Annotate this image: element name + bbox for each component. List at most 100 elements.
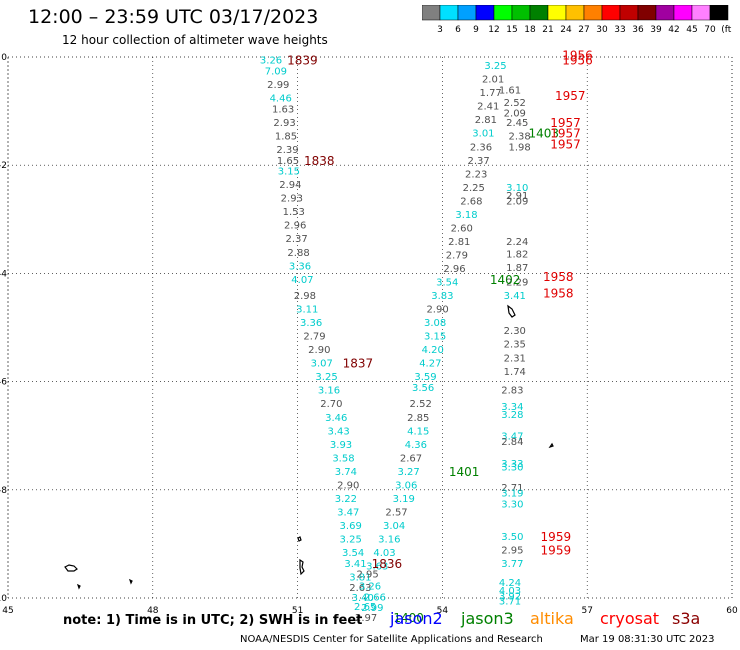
- wave-height-label: 2.63: [349, 583, 371, 594]
- generation-timestamp: Mar 19 08:31:30 UTC 2023: [580, 634, 715, 645]
- wave-height-label: 3.06: [395, 480, 417, 491]
- wave-height-label: 2.98: [294, 291, 316, 302]
- wave-height-label: 2.38: [508, 131, 530, 142]
- wave-height-label: 1.61: [499, 85, 521, 96]
- coastline-outline: [76, 583, 81, 590]
- wave-height-label: 3.36: [289, 261, 311, 272]
- wave-height-label: 2.94: [279, 180, 301, 191]
- coastline-outline: [128, 578, 133, 585]
- wave-height-label: 2.68: [460, 196, 482, 207]
- chart-title: 12:00 – 23:59 UTC 03/17/2023: [28, 6, 319, 28]
- wave-height-label: 1.74: [504, 367, 526, 378]
- wave-height-label: 4.20: [422, 345, 444, 356]
- wave-height-label: 4.03: [373, 548, 395, 559]
- wave-height-label: 3.54: [342, 548, 364, 559]
- satellite-legend-cryosat: cryosat: [600, 609, 660, 628]
- y-tick-label: -10: [0, 594, 7, 604]
- wave-height-label: 2.97: [355, 613, 377, 624]
- pass-time-label: 1836: [372, 557, 403, 571]
- wave-height-label: 3.10: [506, 183, 528, 194]
- pass-time-label: 1403: [528, 127, 559, 141]
- colorbar-tick-label: 45: [686, 25, 697, 35]
- wave-height-label: 4.36: [405, 440, 427, 451]
- wave-height-label: 2.90: [426, 305, 448, 316]
- wave-height-label: 1.63: [272, 104, 294, 115]
- wave-height-label: 2.79: [446, 250, 468, 261]
- wave-height-label: 3.16: [378, 534, 400, 545]
- wave-height-label: 2.96: [284, 221, 306, 232]
- pass-time-label: 1837: [343, 357, 374, 371]
- wave-height-label: 3.77: [501, 559, 523, 570]
- y-tick-label: -2: [0, 161, 7, 171]
- wave-height-label: 3.07: [311, 359, 333, 370]
- wave-height-label: 3.36: [300, 318, 322, 329]
- wave-height-label: 7.09: [265, 67, 287, 78]
- wave-height-label: 3.25: [484, 61, 506, 72]
- wave-height-label: 3.15: [424, 332, 446, 343]
- wave-height-label: 2.30: [504, 326, 526, 337]
- wave-height-label: 3.40: [352, 593, 374, 604]
- wave-height-label: 2.85: [407, 413, 429, 424]
- pass-time-label: 1958: [543, 286, 574, 300]
- wave-height-label: 2.45: [506, 118, 528, 129]
- wave-height-label: 2.79: [303, 332, 325, 343]
- colorbar-tick-label: 27: [578, 25, 589, 35]
- x-tick-label: 48: [147, 606, 159, 616]
- coastline-outline: [548, 442, 554, 449]
- x-tick-label: 51: [292, 606, 303, 616]
- pass-time-label: 1957: [550, 116, 581, 130]
- wave-height-label: 2.99: [361, 603, 383, 614]
- wave-height-label: 2.67: [400, 453, 422, 464]
- wave-height-label: 1.77: [480, 88, 502, 99]
- wave-height-label: 2.88: [287, 248, 309, 259]
- wave-height-label: 2.52: [410, 399, 432, 410]
- pass-time-label: 1956: [562, 54, 593, 68]
- x-tick-label: 57: [581, 606, 592, 616]
- wave-height-label: 2.81: [475, 115, 497, 126]
- wave-height-label: 3.26: [359, 582, 381, 593]
- colorbar-tick-label: 30: [596, 25, 608, 35]
- wave-height-label: 4.07: [291, 275, 313, 286]
- wave-height-label: 3.25: [340, 534, 362, 545]
- satellite-legend-s3a: s3a: [672, 609, 701, 628]
- wave-height-label: 3.19: [501, 489, 523, 500]
- coastline-outline: [64, 564, 78, 572]
- pass-time-label: 1400: [393, 611, 424, 625]
- wave-height-label: 3.58: [332, 453, 354, 464]
- wave-height-label: 2.93: [281, 194, 303, 205]
- wave-height-label: 2.70: [320, 399, 342, 410]
- coastline-outline: [507, 304, 516, 318]
- y-tick-label: -8: [0, 486, 7, 496]
- wave-height-label: 3.69: [340, 521, 362, 532]
- wave-height-label: 2.96: [443, 264, 465, 275]
- wave-height-label: 2.52: [504, 98, 526, 109]
- wave-height-label: 3.08: [424, 318, 446, 329]
- wave-height-label: 2.36: [470, 142, 492, 153]
- wave-height-label: 2.41: [477, 102, 499, 113]
- wave-height-label: 3.15: [278, 167, 300, 178]
- wave-height-label: 3.27: [397, 467, 419, 478]
- wave-height-label: 2.37: [467, 156, 489, 167]
- wave-height-label: 3.47: [501, 432, 523, 443]
- pass-time-label: 1838: [304, 154, 335, 168]
- plot-frame: [7, 56, 733, 599]
- wave-height-label: 3.28: [501, 410, 523, 421]
- wave-height-label: 2.93: [273, 118, 295, 129]
- x-tick-label: 54: [437, 606, 449, 616]
- wave-height-label: 3.11: [296, 305, 318, 316]
- x-tick-label: 45: [2, 606, 13, 616]
- wave-height-label: 3.93: [330, 440, 352, 451]
- chart-subtitle: 12 hour collection of altimeter wave hei…: [62, 33, 328, 47]
- credit-text: NOAA/NESDIS Center for Satellite Applica…: [240, 634, 543, 645]
- wave-height-label: 3.81: [349, 572, 371, 583]
- wave-height-label: 1.65: [277, 156, 299, 167]
- pass-time-label: 1958: [543, 270, 574, 284]
- y-tick-label: -4: [0, 269, 7, 279]
- wave-height-label: 3.83: [431, 291, 453, 302]
- wave-height-label: 2.29: [506, 278, 528, 289]
- x-tick-label: 60: [726, 606, 738, 616]
- wave-height-label: 2.57: [385, 507, 407, 518]
- wave-height-label: 1.53: [283, 207, 305, 218]
- wave-height-label: 3.43: [327, 426, 349, 437]
